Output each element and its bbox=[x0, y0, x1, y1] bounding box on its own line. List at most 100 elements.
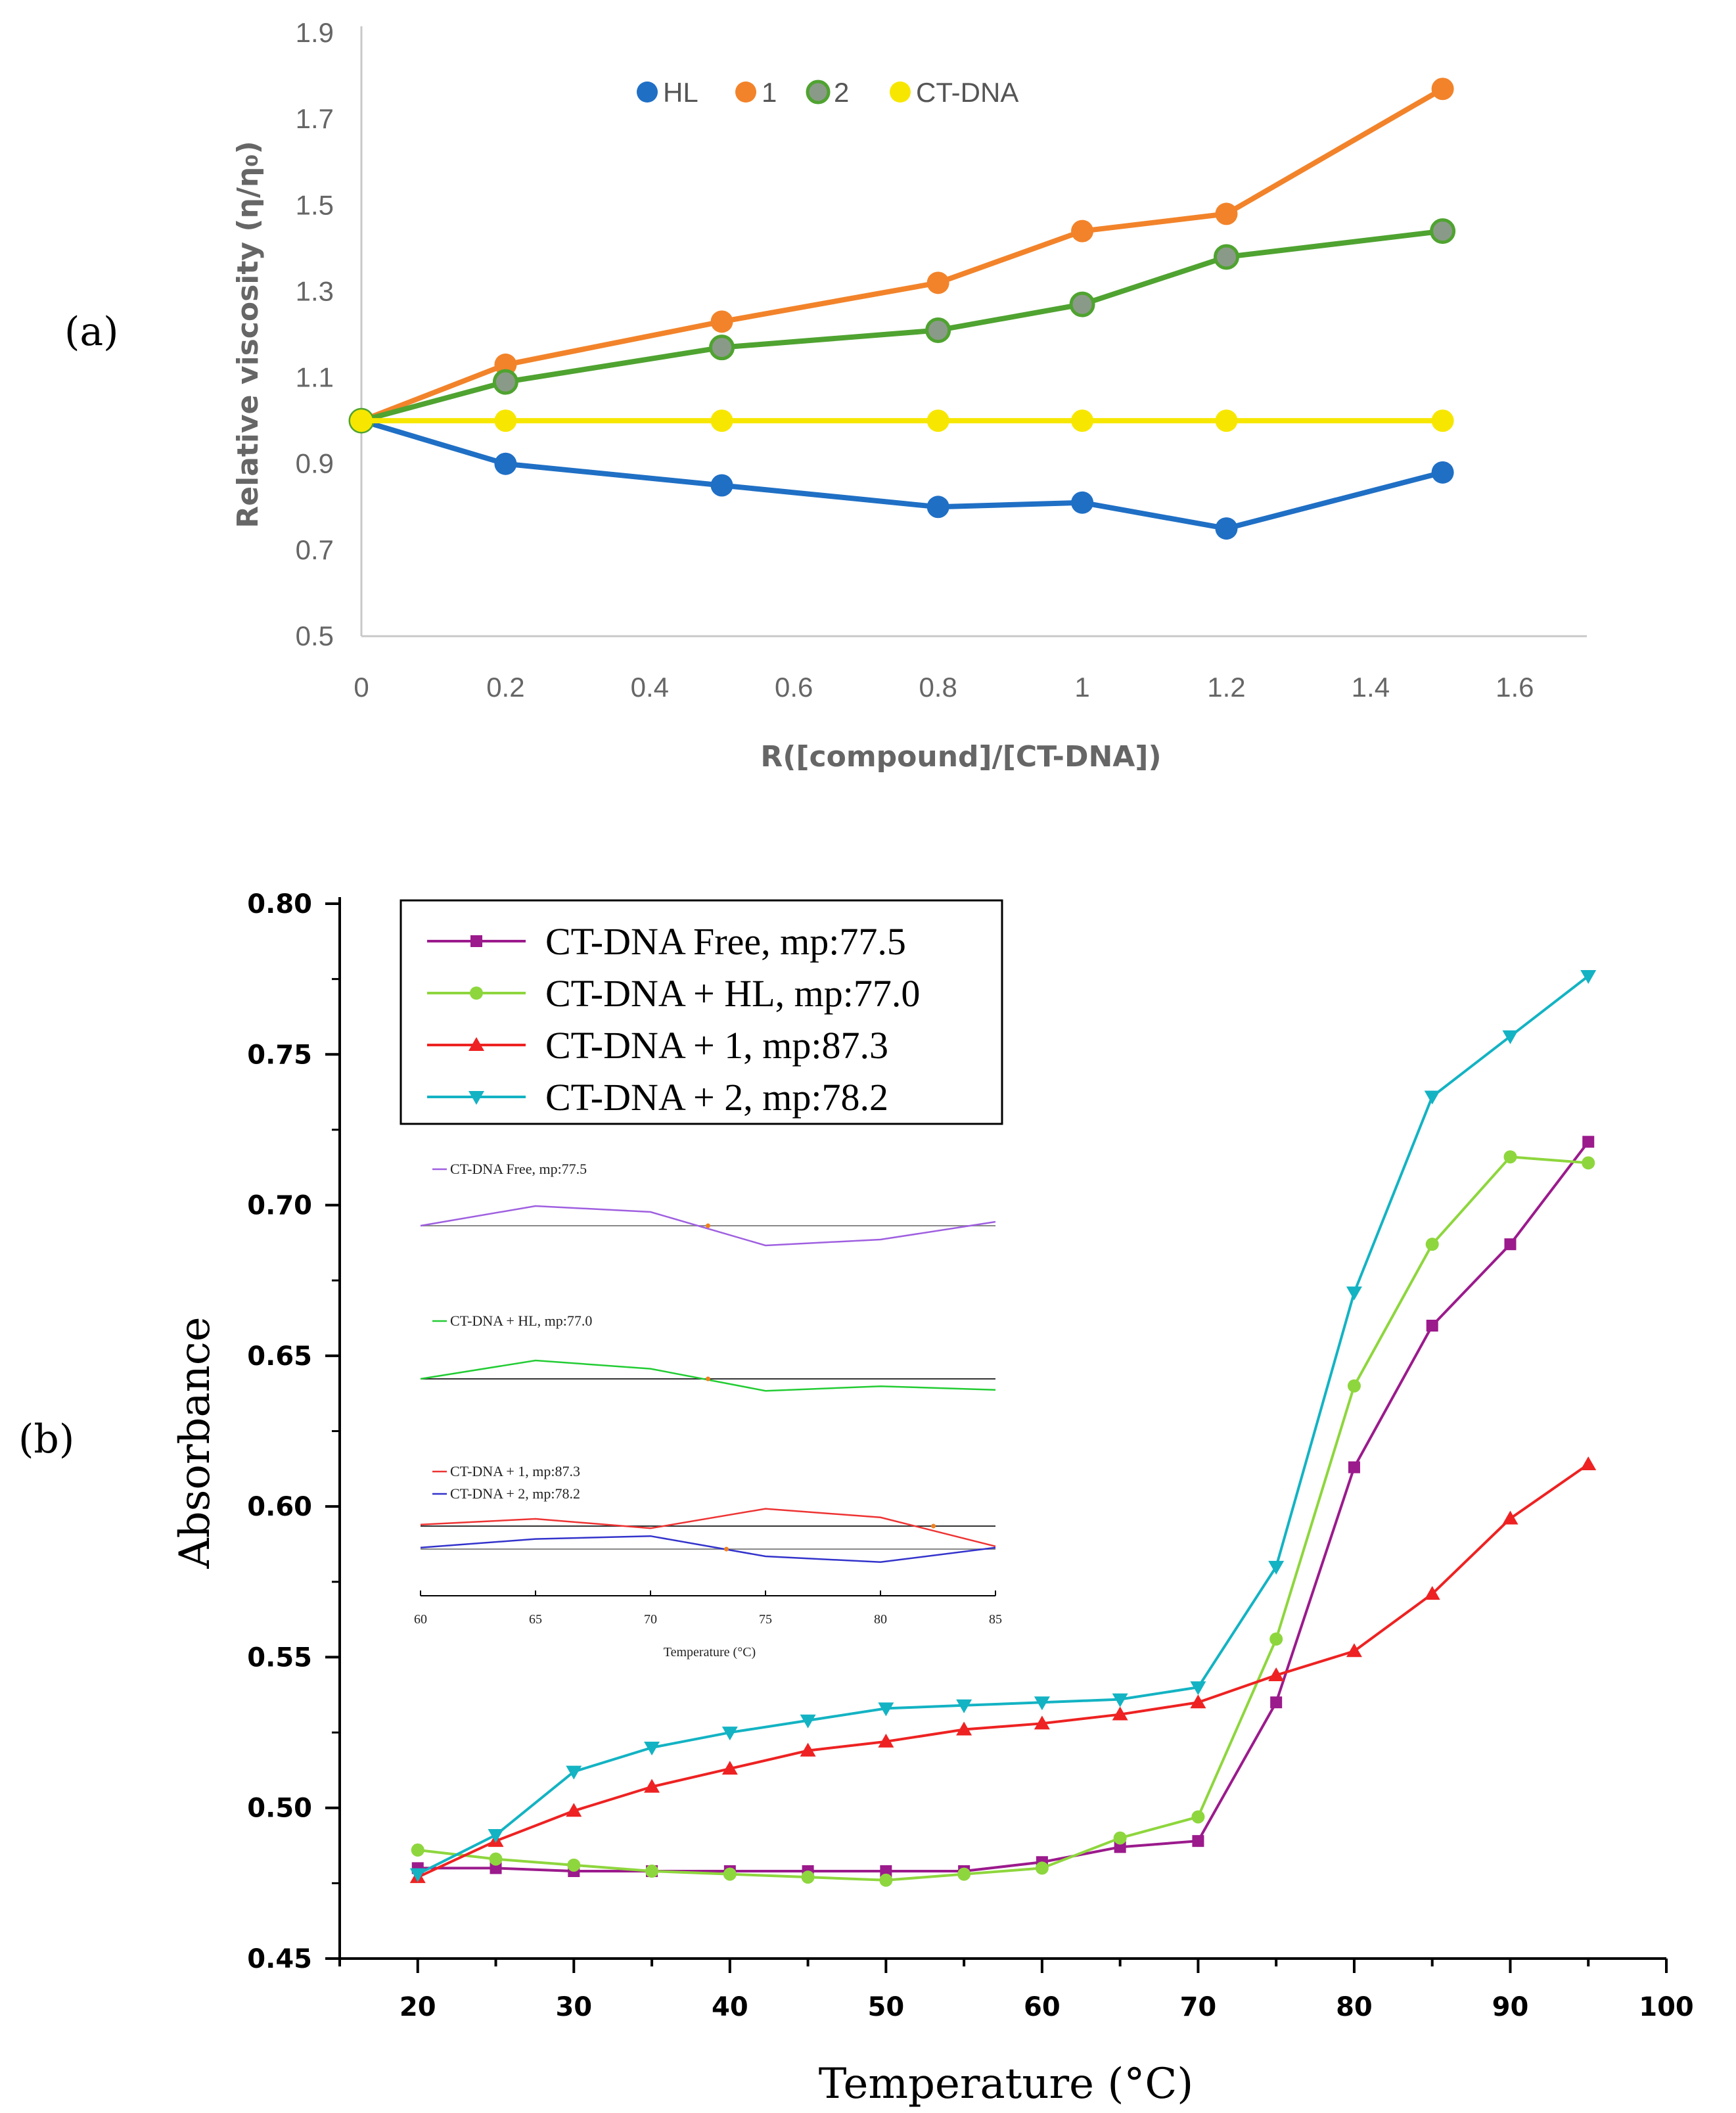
data-point-free bbox=[1270, 1696, 1283, 1709]
data-point-one_b bbox=[1112, 1706, 1128, 1721]
legend-marker-two_b bbox=[468, 1091, 484, 1105]
legend-label-1: 1 bbox=[762, 77, 777, 108]
data-point-2 bbox=[1069, 291, 1095, 317]
data-point-CT-DNA bbox=[710, 409, 733, 432]
data-point-one_b bbox=[956, 1721, 972, 1736]
y-tick-label: 0.60 bbox=[247, 1492, 312, 1522]
data-point-1 bbox=[926, 271, 949, 294]
data-point-two_b bbox=[1580, 970, 1597, 985]
x-tick-label: 50 bbox=[868, 1992, 905, 2022]
y-tick-label: 0.45 bbox=[247, 1944, 312, 1974]
data-point-one_b bbox=[1502, 1510, 1519, 1525]
y-axis-title: Relative viscosity (η/η₀) bbox=[231, 141, 265, 528]
data-point-hl_b bbox=[801, 1870, 815, 1884]
melting-inset-chart: CT-DNA Free, mp:77.5 CT-DNA + HL, mp:77.0… bbox=[414, 1161, 1002, 1660]
data-point-CT-DNA bbox=[1431, 409, 1454, 432]
data-point-CT-DNA bbox=[350, 409, 373, 432]
data-point-two_b bbox=[1346, 1286, 1362, 1301]
inset-series-label: CT-DNA + 1, mp:87.3 bbox=[450, 1463, 580, 1479]
legend-label-free: CT-DNA Free, mp:77.5 bbox=[545, 920, 906, 963]
data-point-1 bbox=[1215, 202, 1238, 225]
y-axis-title: Absorbance bbox=[171, 1316, 219, 1569]
data-point-hl_b bbox=[1035, 1861, 1049, 1875]
y-tick-label: 1.9 bbox=[296, 17, 334, 48]
legend-marker-CT-DNA bbox=[890, 81, 911, 103]
y-tick-label: 1.3 bbox=[296, 275, 334, 306]
data-point-free bbox=[490, 1862, 502, 1874]
x-tick-label: 20 bbox=[400, 1992, 436, 2022]
legend-marker-HL bbox=[637, 81, 658, 103]
x-tick-label: 1 bbox=[1074, 672, 1089, 703]
data-point-hl_b bbox=[411, 1843, 424, 1857]
data-point-one_b bbox=[1268, 1667, 1285, 1681]
data-point-1 bbox=[1431, 78, 1454, 101]
data-point-one_b bbox=[1424, 1586, 1440, 1600]
y-tick-label: 1.5 bbox=[296, 189, 334, 220]
data-point-2 bbox=[1430, 218, 1456, 244]
data-point-hl_b bbox=[1425, 1238, 1439, 1251]
inset-x-axis-title: Temperature (°C) bbox=[664, 1645, 756, 1660]
melting-legend: CT-DNA Free, mp:77.5 CT-DNA + HL, mp:77.0… bbox=[400, 899, 1003, 1125]
data-point-1 bbox=[494, 353, 517, 376]
series-line-one_b bbox=[417, 1463, 1589, 1879]
series-line-free bbox=[417, 1141, 1589, 1873]
data-point-hl_b bbox=[1269, 1632, 1283, 1646]
data-point-two_b bbox=[488, 1828, 504, 1843]
inset-curve-inset_free bbox=[420, 1205, 996, 1247]
y-tick-label: 0.75 bbox=[247, 1040, 312, 1070]
data-point-hl_b bbox=[1191, 1810, 1205, 1824]
inset-x-tick-label: 70 bbox=[644, 1612, 657, 1627]
legend-marker-2 bbox=[806, 80, 831, 104]
data-point-two_b bbox=[878, 1702, 894, 1717]
y-tick-label: 0.55 bbox=[247, 1642, 312, 1673]
data-point-hl_b bbox=[879, 1873, 893, 1887]
inset-crossing-point bbox=[706, 1376, 710, 1382]
data-point-one_b bbox=[644, 1778, 660, 1793]
inset-x-tick-label: 80 bbox=[874, 1612, 887, 1627]
x-tick-label: 0.6 bbox=[775, 672, 813, 703]
data-point-two_b bbox=[1190, 1681, 1206, 1696]
data-point-two_b bbox=[1112, 1693, 1128, 1707]
y-tick-label: 0.5 bbox=[296, 620, 334, 651]
data-point-two_b bbox=[721, 1727, 738, 1741]
legend-marker-hl_b bbox=[470, 987, 483, 1000]
x-tick-label: 0.4 bbox=[631, 672, 669, 703]
data-point-2 bbox=[925, 317, 951, 343]
x-tick-label: 30 bbox=[555, 1992, 592, 2022]
x-tick-label: 100 bbox=[1639, 1992, 1694, 2022]
x-tick-label: 0.2 bbox=[486, 672, 524, 703]
data-point-HL bbox=[1215, 517, 1238, 540]
series-line-HL bbox=[360, 418, 1444, 532]
x-tick-label: 1.2 bbox=[1207, 672, 1245, 703]
data-point-two_b bbox=[1034, 1696, 1050, 1711]
legend-label-hl_b: CT-DNA + HL, mp:77.0 bbox=[545, 972, 920, 1015]
legend-box bbox=[400, 899, 1003, 1125]
data-point-one_b bbox=[800, 1742, 816, 1757]
data-point-two_b bbox=[1424, 1090, 1440, 1105]
y-tick-label: 1.7 bbox=[296, 103, 334, 134]
data-point-one_b bbox=[1346, 1643, 1362, 1658]
legend-label-two_b: CT-DNA + 2, mp:78.2 bbox=[545, 1076, 888, 1119]
data-point-hl_b bbox=[1113, 1831, 1127, 1845]
data-point-hl_b bbox=[1582, 1156, 1595, 1170]
y-tick-label: 0.7 bbox=[296, 534, 334, 565]
y-tick-label: 0.50 bbox=[247, 1794, 312, 1824]
inset-crossing-point bbox=[706, 1223, 710, 1228]
data-point-two_b bbox=[1268, 1560, 1285, 1575]
x-tick-label: 1.6 bbox=[1496, 672, 1534, 703]
data-point-two_b bbox=[956, 1699, 972, 1713]
data-point-1 bbox=[710, 310, 733, 333]
data-point-free bbox=[1348, 1461, 1360, 1474]
data-point-hl_b bbox=[489, 1852, 503, 1866]
y-tick-label: 0.70 bbox=[247, 1191, 312, 1221]
inset-crossing-point bbox=[724, 1546, 729, 1552]
panel-label-a: (a) bbox=[64, 309, 119, 355]
viscosity-chart: 0.5 0.7 0.9 1.1 1.3 1.5 1.7 1.9 0 0.2 0.4 0.6 0.8 1 1.… bbox=[231, 17, 1587, 774]
x-tick-label: 60 bbox=[1024, 1992, 1061, 2022]
data-point-free bbox=[1504, 1238, 1517, 1251]
data-point-HL bbox=[710, 474, 733, 497]
data-point-CT-DNA bbox=[494, 409, 517, 432]
x-tick-label: 1.4 bbox=[1352, 672, 1390, 703]
data-point-HL bbox=[926, 496, 949, 519]
